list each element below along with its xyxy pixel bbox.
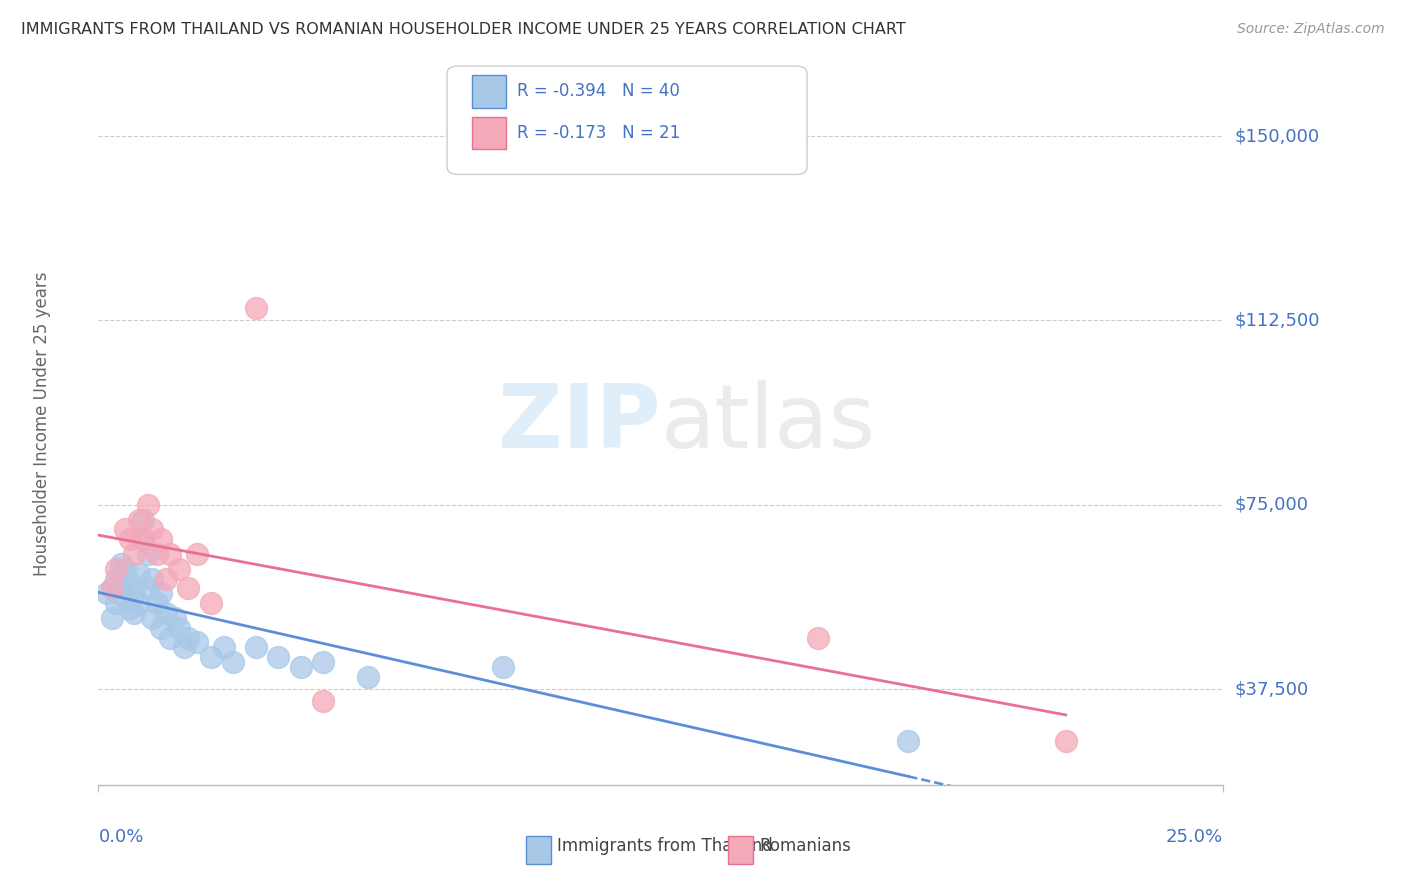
Point [214, 640, 236, 655]
Text: atlas: atlas [661, 380, 876, 467]
Point [146, 547, 169, 561]
Point [114, 591, 136, 606]
FancyBboxPatch shape [526, 836, 551, 864]
Text: ZIP: ZIP [498, 380, 661, 467]
Point [155, 572, 177, 586]
Point [163, 611, 186, 625]
Point [245, 301, 267, 316]
Point [128, 566, 150, 581]
Text: Source: ZipAtlas.com: Source: ZipAtlas.com [1237, 22, 1385, 37]
Point [124, 606, 146, 620]
Point [169, 562, 191, 576]
Text: R = -0.394   N = 40: R = -0.394 N = 40 [517, 82, 679, 100]
Point [118, 576, 141, 591]
FancyBboxPatch shape [472, 117, 506, 149]
Point [101, 611, 124, 625]
Text: Householder Income Under 25 years: Householder Income Under 25 years [34, 271, 51, 576]
Point [110, 557, 132, 571]
Point [267, 650, 290, 665]
Text: 25.0%: 25.0% [1166, 829, 1223, 847]
Point [124, 586, 146, 600]
Point [159, 631, 181, 645]
Point [136, 498, 159, 512]
Point [159, 547, 181, 561]
Text: 0.0%: 0.0% [98, 829, 143, 847]
Text: IMMIGRANTS FROM THAILAND VS ROMANIAN HOUSEHOLDER INCOME UNDER 25 YEARS CORRELATI: IMMIGRANTS FROM THAILAND VS ROMANIAN HOU… [21, 22, 905, 37]
Point [312, 694, 335, 708]
Point [96, 586, 118, 600]
Point [150, 532, 173, 546]
Point [186, 635, 208, 649]
FancyBboxPatch shape [472, 76, 506, 108]
Point [132, 532, 155, 546]
Point [141, 611, 163, 625]
Point [222, 655, 245, 669]
Point [173, 640, 195, 655]
Point [105, 562, 128, 576]
Point [110, 582, 132, 596]
Point [150, 621, 173, 635]
Point [141, 572, 163, 586]
Text: $75,000: $75,000 [1234, 496, 1309, 514]
Point [141, 522, 163, 536]
Point [492, 660, 515, 674]
Point [136, 582, 159, 596]
Point [128, 512, 150, 526]
Point [807, 631, 830, 645]
Point [101, 582, 124, 596]
Point [105, 596, 128, 610]
Point [114, 522, 136, 536]
Point [186, 547, 208, 561]
Point [177, 631, 200, 645]
Point [114, 562, 136, 576]
Text: $150,000: $150,000 [1234, 128, 1320, 145]
Point [1054, 733, 1077, 747]
Point [897, 733, 920, 747]
Point [200, 650, 222, 665]
Point [150, 586, 173, 600]
Point [357, 670, 380, 684]
Text: $37,500: $37,500 [1234, 680, 1309, 698]
Point [105, 572, 128, 586]
FancyBboxPatch shape [728, 836, 754, 864]
Point [200, 596, 222, 610]
Text: R = -0.173   N = 21: R = -0.173 N = 21 [517, 123, 681, 142]
Point [124, 547, 146, 561]
Point [132, 512, 155, 526]
Point [128, 596, 150, 610]
Point [169, 621, 191, 635]
Point [118, 601, 141, 615]
Point [155, 606, 177, 620]
Text: Romanians: Romanians [759, 838, 852, 855]
FancyBboxPatch shape [447, 66, 807, 175]
Point [146, 596, 169, 610]
Text: $112,500: $112,500 [1234, 311, 1320, 329]
Point [177, 582, 200, 596]
Point [245, 640, 267, 655]
Text: Immigrants from Thailand: Immigrants from Thailand [557, 838, 773, 855]
Point [290, 660, 312, 674]
Point [312, 655, 335, 669]
Point [118, 532, 141, 546]
Point [132, 532, 155, 546]
Point [136, 547, 159, 561]
